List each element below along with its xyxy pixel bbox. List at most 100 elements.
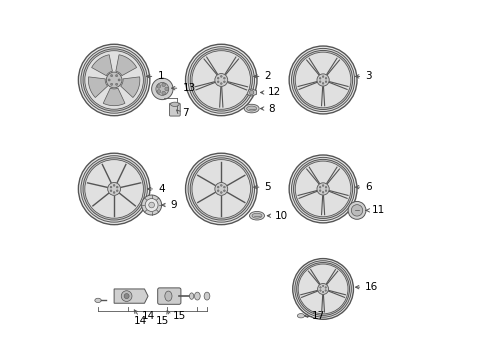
Circle shape xyxy=(78,153,149,225)
Circle shape xyxy=(322,185,323,186)
Circle shape xyxy=(288,155,356,223)
Circle shape xyxy=(188,47,254,113)
Circle shape xyxy=(249,90,253,95)
Circle shape xyxy=(220,192,222,193)
Circle shape xyxy=(319,81,320,82)
Circle shape xyxy=(223,190,225,192)
Polygon shape xyxy=(116,55,136,76)
Circle shape xyxy=(185,153,257,225)
Text: 15: 15 xyxy=(172,311,185,321)
Text: 10: 10 xyxy=(275,211,288,221)
Circle shape xyxy=(322,82,323,84)
Circle shape xyxy=(223,81,225,83)
Circle shape xyxy=(148,202,154,208)
Polygon shape xyxy=(246,89,256,96)
Circle shape xyxy=(106,72,122,88)
Circle shape xyxy=(223,77,225,79)
Circle shape xyxy=(322,291,323,293)
Circle shape xyxy=(81,47,147,113)
Text: 11: 11 xyxy=(371,205,384,215)
Circle shape xyxy=(220,83,222,85)
Circle shape xyxy=(157,85,161,88)
Circle shape xyxy=(293,50,352,109)
Ellipse shape xyxy=(170,102,179,107)
Circle shape xyxy=(322,76,323,77)
Circle shape xyxy=(110,186,112,188)
Circle shape xyxy=(220,76,222,77)
Circle shape xyxy=(295,161,350,217)
Circle shape xyxy=(319,190,320,192)
Text: 12: 12 xyxy=(267,87,281,98)
Circle shape xyxy=(325,77,326,79)
Circle shape xyxy=(188,156,254,222)
Text: 1: 1 xyxy=(157,71,163,81)
Polygon shape xyxy=(88,77,107,98)
Circle shape xyxy=(325,290,326,291)
Circle shape xyxy=(108,79,110,81)
Text: 16: 16 xyxy=(365,282,378,292)
Circle shape xyxy=(162,83,165,87)
Polygon shape xyxy=(114,289,148,303)
Ellipse shape xyxy=(194,292,200,300)
FancyBboxPatch shape xyxy=(157,288,181,304)
Circle shape xyxy=(190,49,252,111)
Circle shape xyxy=(319,77,320,79)
Circle shape xyxy=(319,287,321,288)
Text: 17: 17 xyxy=(311,311,324,321)
Text: 14: 14 xyxy=(142,311,155,321)
Text: 14: 14 xyxy=(134,316,147,327)
Circle shape xyxy=(192,51,250,109)
Circle shape xyxy=(325,190,326,192)
Circle shape xyxy=(322,285,323,287)
Circle shape xyxy=(121,291,132,301)
Circle shape xyxy=(223,186,225,188)
Circle shape xyxy=(142,195,162,215)
Circle shape xyxy=(293,159,352,219)
Circle shape xyxy=(325,186,326,188)
Circle shape xyxy=(217,190,219,192)
Circle shape xyxy=(319,186,320,188)
Circle shape xyxy=(292,258,353,319)
Circle shape xyxy=(291,48,354,112)
Circle shape xyxy=(296,262,349,315)
Circle shape xyxy=(164,87,168,91)
Circle shape xyxy=(295,52,350,108)
Circle shape xyxy=(151,78,173,100)
Circle shape xyxy=(83,49,145,111)
Circle shape xyxy=(156,82,168,95)
Circle shape xyxy=(192,159,250,218)
Text: 15: 15 xyxy=(155,316,169,327)
Circle shape xyxy=(316,74,328,86)
Circle shape xyxy=(110,75,112,77)
Circle shape xyxy=(288,46,356,114)
Circle shape xyxy=(78,44,149,116)
Circle shape xyxy=(347,202,365,219)
Circle shape xyxy=(322,192,323,193)
Ellipse shape xyxy=(203,292,209,300)
Circle shape xyxy=(116,186,118,188)
Circle shape xyxy=(217,186,219,188)
Circle shape xyxy=(217,77,219,79)
Text: 13: 13 xyxy=(182,83,195,93)
Circle shape xyxy=(214,183,227,195)
Circle shape xyxy=(316,183,328,195)
Polygon shape xyxy=(121,77,140,98)
Circle shape xyxy=(110,190,112,192)
Circle shape xyxy=(84,159,143,218)
Circle shape xyxy=(317,283,328,294)
Circle shape xyxy=(214,73,227,86)
Circle shape xyxy=(325,81,326,82)
Circle shape xyxy=(350,204,362,216)
Text: 3: 3 xyxy=(365,71,371,81)
Ellipse shape xyxy=(249,211,264,220)
Circle shape xyxy=(220,184,222,186)
Text: 9: 9 xyxy=(170,200,177,210)
Circle shape xyxy=(190,158,252,220)
Ellipse shape xyxy=(164,291,172,301)
Text: 5: 5 xyxy=(264,182,270,192)
Circle shape xyxy=(298,264,347,314)
Circle shape xyxy=(294,261,350,317)
Circle shape xyxy=(113,192,115,193)
Circle shape xyxy=(319,290,321,291)
Circle shape xyxy=(116,190,118,192)
